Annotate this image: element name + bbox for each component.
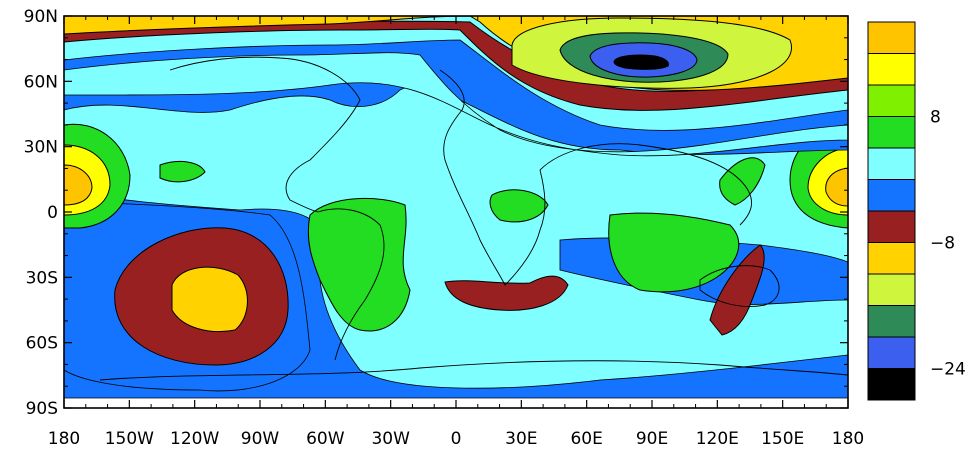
colorbar-swatch xyxy=(867,210,916,243)
field-indian-ocean-low xyxy=(709,244,765,336)
colorbar-swatch xyxy=(867,368,916,401)
coastline-north-america xyxy=(169,56,361,213)
coastline-australia xyxy=(699,265,780,307)
map-plot xyxy=(64,16,848,408)
colorbar-swatch xyxy=(867,53,916,86)
colorbar-swatch xyxy=(867,242,916,275)
colorbar-swatch xyxy=(867,179,916,212)
colorbar-swatch xyxy=(867,273,916,306)
colorbar-swatch xyxy=(867,116,916,149)
y-axis: 90N 60N 30N 0 30S 60S 90S xyxy=(24,7,848,419)
y-tick-label: 60N xyxy=(24,72,58,92)
field-south-pacific-core xyxy=(171,266,248,333)
x-tick-label: 120W xyxy=(170,429,219,449)
y-tick-label: 30S xyxy=(26,268,58,288)
field-mid-atlantic-cyan xyxy=(64,52,848,157)
x-tick-label: 60W xyxy=(306,429,345,449)
x-tick-label: 180 xyxy=(48,429,80,449)
field-africa-green xyxy=(489,189,549,223)
coastlines xyxy=(99,56,848,381)
x-tick-label: 150W xyxy=(105,429,154,449)
coastline-asia xyxy=(539,143,752,226)
x-tick-label: 60E xyxy=(570,429,602,449)
colorbar-swatch xyxy=(867,336,916,369)
colorbar-label: −8 xyxy=(930,234,955,254)
colorbar-label: −24 xyxy=(930,360,966,380)
x-tick-label: 150E xyxy=(761,429,804,449)
x-axis: 180 150W 120W 90W 60W 30W 0 30E 60E 90E 120E 150E 18… xyxy=(48,16,864,449)
colorbar-swatch xyxy=(867,305,916,338)
field-siberia-core xyxy=(613,54,669,70)
colorbar-swatch xyxy=(867,147,916,180)
y-tick-label: 90S xyxy=(26,399,58,419)
x-tick-label: 0 xyxy=(451,429,462,449)
x-tick-label: 30W xyxy=(371,429,410,449)
colorbar-swatch xyxy=(867,84,916,117)
x-tick-label: 90W xyxy=(241,429,280,449)
x-tick-label: 30E xyxy=(505,429,537,449)
x-tick-label: 180 xyxy=(832,429,864,449)
coastline-antarctica xyxy=(99,360,848,381)
field-west-pacific-high-core xyxy=(64,164,93,206)
field-southern-ocean-low xyxy=(444,275,569,311)
y-tick-label: 90N xyxy=(24,7,58,27)
coastline-europe-africa xyxy=(439,69,546,286)
field-south-america-green xyxy=(307,198,411,332)
y-tick-label: 0 xyxy=(47,203,58,223)
x-tick-label: 120E xyxy=(696,429,739,449)
x-tick-label: 90E xyxy=(636,429,668,449)
colorbar-swatch xyxy=(867,21,916,54)
colorbar: 8 −8 −24 xyxy=(867,21,966,401)
field-asia-green xyxy=(719,157,766,206)
field-east-pacific-high-core xyxy=(825,167,848,207)
coastline-south-america xyxy=(317,208,385,361)
y-tick-label: 30N xyxy=(24,138,58,158)
field-atlantic-green xyxy=(159,161,206,183)
field-maritime-green xyxy=(608,212,740,293)
colorbar-label: 8 xyxy=(930,108,941,128)
y-tick-label: 60S xyxy=(26,334,58,354)
